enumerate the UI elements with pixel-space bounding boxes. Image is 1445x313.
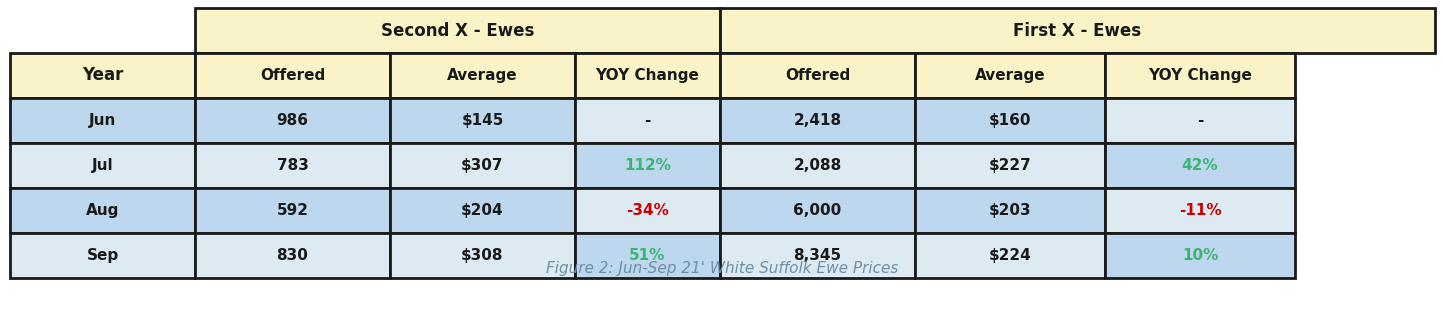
Text: Average: Average (975, 68, 1045, 83)
Text: $307: $307 (461, 158, 504, 173)
Text: Average: Average (447, 68, 517, 83)
Text: YOY Change: YOY Change (1149, 68, 1251, 83)
Bar (575, 143, 720, 188)
Bar (195, 233, 390, 278)
Text: 51%: 51% (630, 248, 666, 263)
Text: $227: $227 (988, 158, 1032, 173)
Bar (720, 98, 915, 143)
Bar (1105, 233, 1295, 278)
Text: $160: $160 (988, 113, 1032, 128)
Bar (390, 143, 575, 188)
Bar (10, 233, 195, 278)
Bar (10, 188, 195, 233)
Bar (390, 53, 575, 98)
Bar (390, 233, 575, 278)
Text: Second X - Ewes: Second X - Ewes (381, 22, 535, 39)
Text: Offered: Offered (260, 68, 325, 83)
Text: 42%: 42% (1182, 158, 1218, 173)
Text: -11%: -11% (1179, 203, 1221, 218)
Bar (720, 233, 915, 278)
Text: Aug: Aug (85, 203, 118, 218)
Text: -: - (644, 113, 650, 128)
Bar (575, 53, 720, 98)
Bar (195, 98, 390, 143)
Text: 592: 592 (276, 203, 308, 218)
Bar (1105, 143, 1295, 188)
Bar (195, 53, 390, 98)
Bar (390, 98, 575, 143)
Bar (10, 53, 195, 98)
Bar (195, 143, 390, 188)
Text: -34%: -34% (626, 203, 669, 218)
Text: $308: $308 (461, 248, 504, 263)
Bar (575, 98, 720, 143)
Text: 8,345: 8,345 (793, 248, 841, 263)
Text: $224: $224 (988, 248, 1032, 263)
Text: Jun: Jun (88, 113, 116, 128)
Text: 10%: 10% (1182, 248, 1218, 263)
Text: Figure 2: Jun-Sep 21' White Suffolk Ewe Prices: Figure 2: Jun-Sep 21' White Suffolk Ewe … (546, 260, 899, 275)
Text: First X - Ewes: First X - Ewes (1013, 22, 1142, 39)
Text: 783: 783 (276, 158, 308, 173)
Text: $145: $145 (461, 113, 504, 128)
Text: YOY Change: YOY Change (595, 68, 699, 83)
Text: Offered: Offered (785, 68, 850, 83)
Bar (390, 188, 575, 233)
Bar (915, 233, 1105, 278)
Bar (915, 53, 1105, 98)
Text: Sep: Sep (87, 248, 118, 263)
Bar (1105, 188, 1295, 233)
Bar (720, 53, 915, 98)
Text: 6,000: 6,000 (793, 203, 841, 218)
Bar (915, 98, 1105, 143)
Text: -: - (1196, 113, 1204, 128)
Bar (1105, 98, 1295, 143)
Bar (575, 233, 720, 278)
Text: $204: $204 (461, 203, 504, 218)
Text: 2,418: 2,418 (793, 113, 841, 128)
Text: $203: $203 (988, 203, 1032, 218)
Bar (195, 8, 720, 53)
Text: 830: 830 (276, 248, 308, 263)
Bar (720, 143, 915, 188)
Text: 2,088: 2,088 (793, 158, 841, 173)
Text: Year: Year (82, 66, 123, 85)
Text: Jul: Jul (91, 158, 113, 173)
Text: 112%: 112% (624, 158, 670, 173)
Bar (10, 143, 195, 188)
Bar (720, 8, 1435, 53)
Bar (720, 188, 915, 233)
Text: 986: 986 (276, 113, 308, 128)
Bar (10, 98, 195, 143)
Bar (915, 188, 1105, 233)
Bar (915, 143, 1105, 188)
Bar (195, 188, 390, 233)
Bar (1105, 53, 1295, 98)
Bar (575, 188, 720, 233)
